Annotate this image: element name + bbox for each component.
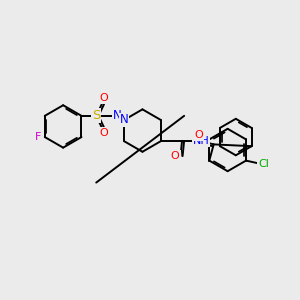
Text: O: O (99, 128, 108, 138)
Text: O: O (99, 94, 108, 103)
Text: N: N (113, 109, 122, 122)
Text: F: F (35, 132, 41, 142)
Text: N: N (120, 113, 128, 127)
Text: O: O (171, 151, 180, 161)
Text: S: S (92, 109, 100, 122)
Text: Cl: Cl (258, 158, 269, 169)
Text: O: O (195, 130, 203, 140)
Text: NH: NH (193, 136, 209, 146)
